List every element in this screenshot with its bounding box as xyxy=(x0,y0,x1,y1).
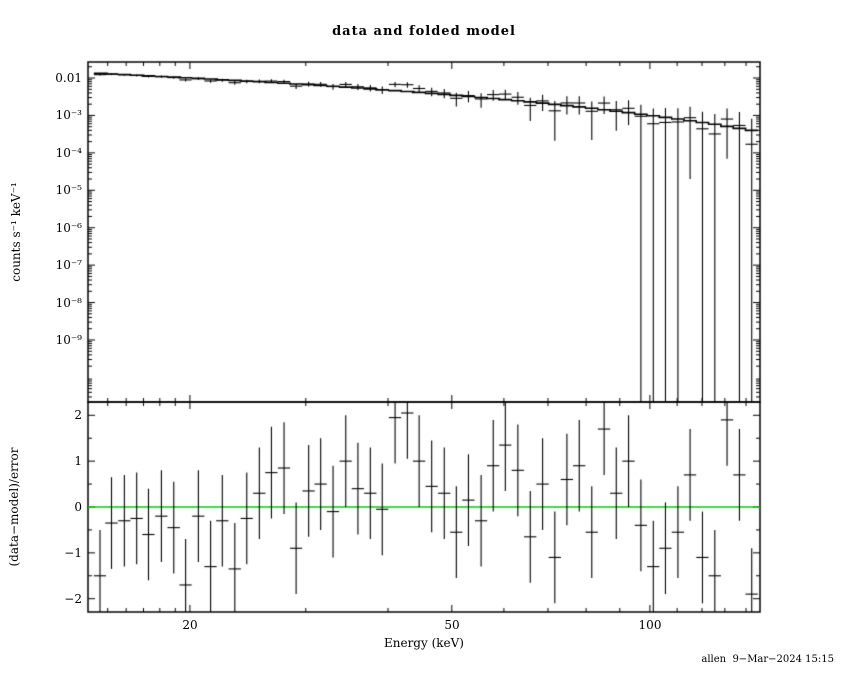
y-tick-label: −2 xyxy=(64,592,82,606)
x-tick-label: 20 xyxy=(182,618,198,632)
y-axis-label-residuals: (data−model)/error xyxy=(7,447,21,567)
y-tick-label: 10⁻⁶ xyxy=(55,221,82,235)
y-tick-label: 10⁻⁴ xyxy=(55,146,82,160)
y-tick-label: 10⁻⁵ xyxy=(55,183,82,197)
x-tick-label: 50 xyxy=(444,618,460,632)
plot-title: data and folded model xyxy=(332,24,516,39)
y-tick-label: 10⁻⁷ xyxy=(55,258,82,272)
y-tick-label: −1 xyxy=(64,546,82,560)
y-tick-label: 0.01 xyxy=(55,71,82,85)
y-tick-label: 2 xyxy=(74,408,82,422)
y-tick-label: 10⁻³ xyxy=(55,108,82,122)
y-axis-label-counts: counts s⁻¹ keV⁻¹ xyxy=(9,182,23,282)
x-axis-label: Energy (keV) xyxy=(383,636,464,650)
x-tick-label: 100 xyxy=(638,618,662,632)
y-tick-label: 10⁻⁸ xyxy=(55,296,82,310)
y-tick-label: 1 xyxy=(74,454,82,468)
y-tick-label: 0 xyxy=(74,500,82,514)
y-tick-label: 10⁻⁹ xyxy=(55,333,82,347)
timestamp-caption: allen 9−Mar−2024 15:15 xyxy=(701,654,834,665)
